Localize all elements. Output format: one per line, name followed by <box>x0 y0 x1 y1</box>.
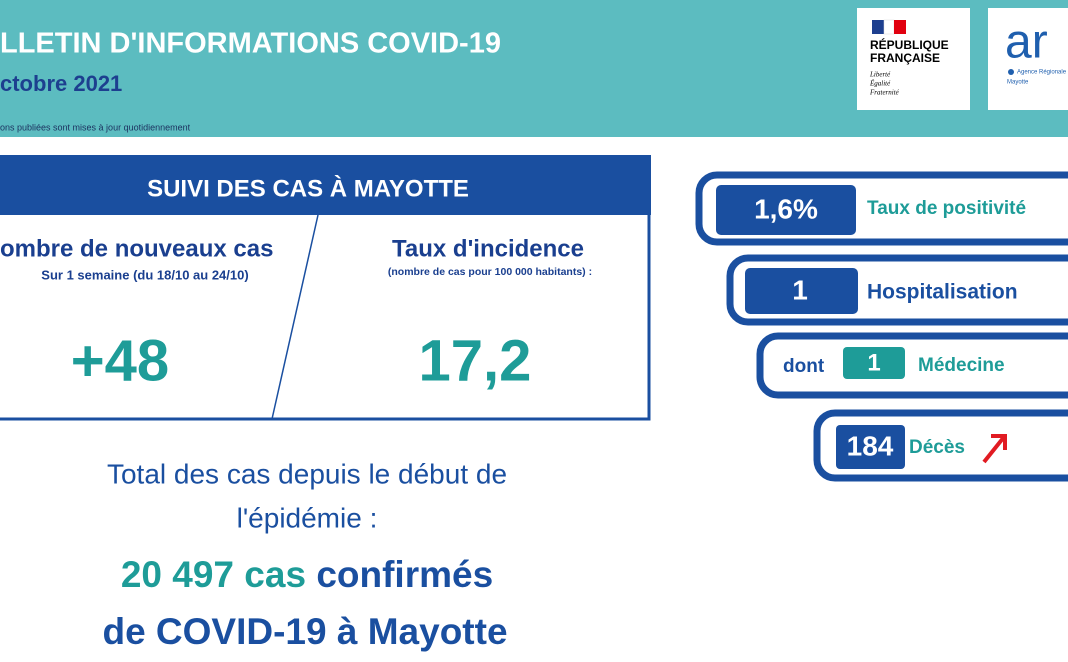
logo-dot <box>1008 69 1014 75</box>
value: 184 <box>847 430 894 461</box>
label: Taux d'incidence <box>392 235 584 262</box>
total-text: de COVID-19 à Mayotte <box>102 611 507 652</box>
indicator-hospitalisation: 1 Hospitalisation <box>726 254 1068 326</box>
value: 1 <box>792 274 808 305</box>
confirmed: confirmés <box>316 554 493 595</box>
header-note: ons publiées sont mises à jour quotidien… <box>0 122 191 132</box>
label: Décès <box>909 437 965 458</box>
flag-blue <box>872 20 884 34</box>
logo-mark: ar <box>1005 16 1048 69</box>
label: Taux de positivité <box>867 198 1026 219</box>
logo-ars: ar Agence Régionale Mayotte <box>988 8 1068 110</box>
total-text: Total des cas depuis le début de <box>107 458 507 489</box>
logo-text: FRANÇAISE <box>870 51 940 65</box>
value-box <box>836 425 905 469</box>
label: Hospitalisation <box>867 281 1018 304</box>
prefix: dont <box>783 356 825 377</box>
trend-arrow <box>982 434 1007 464</box>
logo-motto: Fraternité <box>869 89 900 97</box>
value: 1 <box>867 349 880 376</box>
header-title: LLETIN D'INFORMATIONS COVID-19 <box>0 28 501 60</box>
logo-text: Mayotte <box>1007 80 1029 86</box>
indicator-deces: 184 Décès <box>813 409 1068 482</box>
label: ombre de nouveaux cas <box>0 235 273 262</box>
sub-label: (nombre de cas pour 100 000 habitants) : <box>388 266 592 278</box>
header-date: ctobre 2021 <box>0 71 122 96</box>
logo-republique: RÉPUBLIQUE FRANÇAISE Liberté Égalité Fra… <box>857 8 970 110</box>
count: 20 497 cas <box>121 554 306 595</box>
total-text: l'épidémie : <box>237 502 378 533</box>
indicator-medecine: dont 1 Médecine <box>756 332 1068 399</box>
label: Médecine <box>918 355 1005 376</box>
flag-white <box>883 19 895 35</box>
flag-red <box>894 20 906 34</box>
panel-header <box>0 155 651 215</box>
value-box <box>745 268 858 314</box>
total-block: Total des cas depuis le début de l'épidé… <box>102 458 507 651</box>
value-box <box>843 347 905 379</box>
logo-text: RÉPUBLIQUE <box>870 37 949 52</box>
total-count: 20 497 cas confirmés <box>121 554 493 595</box>
divider <box>271 214 319 420</box>
logo-motto: Liberté <box>869 71 891 79</box>
value-box <box>716 185 856 235</box>
cases-panel: SUIVI DES CAS À MAYOTTE ombre de nouveau… <box>0 155 651 421</box>
sub-label: Sur 1 semaine (du 18/10 au 24/10) <box>41 267 248 282</box>
logo-box <box>988 8 1068 110</box>
logo-motto: Égalité <box>869 80 891 88</box>
value: 17,2 <box>419 328 532 393</box>
value: +48 <box>71 328 169 393</box>
logo-text: Agence Régionale <box>1017 70 1067 76</box>
indicator-positivity: 1,6% Taux de positivité <box>695 171 1068 246</box>
value: 1,6% <box>754 193 818 224</box>
panel-title: SUIVI DES CAS À MAYOTTE <box>147 174 469 202</box>
pill <box>756 332 1068 399</box>
